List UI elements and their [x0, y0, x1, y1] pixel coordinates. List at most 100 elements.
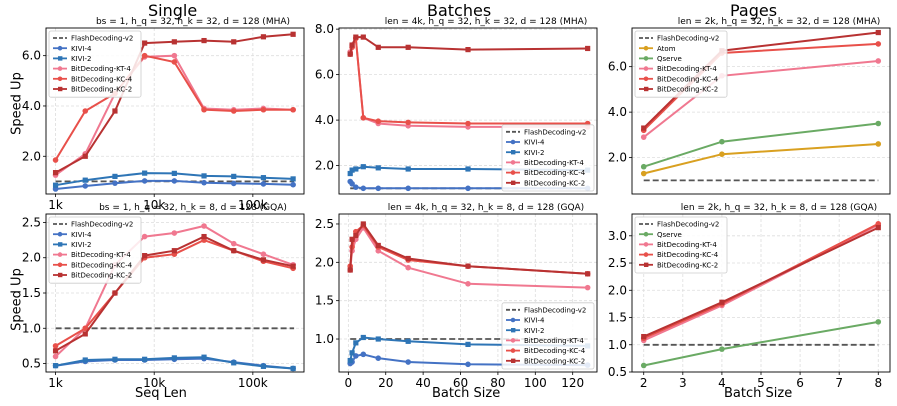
y-tick-label: 1.5: [22, 286, 41, 300]
legend-label: BitDecoding-KT-4: [657, 241, 717, 249]
data-point: [585, 45, 591, 52]
plot-frame: [45, 27, 305, 195]
data-point: [260, 181, 267, 187]
data-point: [347, 267, 353, 273]
legend-label: BitDecoding-KC-2: [71, 272, 132, 280]
plot-frame: [631, 27, 891, 195]
data-point: [231, 39, 237, 45]
legend-box: [634, 30, 728, 98]
xlabel-seq-len: Seq Len: [135, 386, 187, 401]
legend-label: FlashDecoding-v2: [71, 35, 133, 43]
data-point: [353, 340, 359, 346]
x-tick-label: 8: [874, 376, 882, 390]
data-point: [360, 164, 366, 170]
data-point: [875, 319, 882, 325]
data-point: [349, 350, 355, 356]
data-point: [375, 185, 382, 192]
legend-marker: [58, 242, 63, 247]
y-tick-label: 1.5: [608, 311, 627, 325]
data-point: [52, 343, 59, 349]
subplot-title: bs = 1, h_q = 32, h_k = 8, d = 128 (GQA): [99, 203, 287, 213]
data-point: [640, 362, 647, 369]
data-point: [465, 185, 471, 192]
x-tick-label: 20: [378, 376, 393, 390]
legend-marker: [510, 338, 516, 343]
legend-label: KIVI-2: [71, 55, 92, 63]
legend: FlashDecoding-v2 Qserve BitDecoding-KT-4 Bi…: [634, 216, 728, 274]
legend-marker: [57, 76, 63, 82]
data-point: [875, 141, 882, 147]
legend-label: Qserve: [657, 231, 682, 239]
subplot-title: len = 2k, h_q = 32, h_k = 8, d = 128 (GQ…: [681, 203, 877, 213]
data-point: [142, 170, 148, 176]
data-point: [405, 264, 411, 271]
data-point: [230, 180, 237, 187]
data-point: [231, 360, 237, 366]
x-tick-label: 100: [524, 376, 547, 390]
data-point: [875, 120, 882, 127]
data-point: [375, 44, 381, 50]
plot-frame: [338, 213, 598, 373]
x-tick-label: 6: [796, 376, 804, 390]
data-point: [112, 290, 118, 296]
legend-label: BitDecoding-KC-4: [524, 347, 586, 355]
legend-marker: [57, 252, 63, 257]
legend-label: BitDecoding-KC-2: [71, 86, 132, 94]
legend-marker: [510, 139, 516, 145]
data-point: [52, 157, 59, 163]
data-point: [375, 242, 381, 249]
legend-box: [634, 216, 728, 274]
data-point: [142, 40, 148, 46]
x-tick-label: 40: [415, 376, 430, 390]
data-point: [875, 225, 881, 231]
data-point: [290, 176, 296, 182]
legend-marker: [643, 242, 649, 247]
data-point: [465, 166, 471, 172]
data-point: [353, 34, 359, 40]
legend-marker: [58, 86, 63, 92]
legend-label: BitDecoding-KC-2: [657, 261, 718, 269]
data-point: [82, 331, 88, 337]
y-tick-label: 3.0: [608, 229, 627, 243]
data-point: [82, 183, 89, 189]
legend-marker: [643, 231, 649, 237]
subplot-title: len = 4k, h_q = 32, h_k = 32, d = 128 (M…: [385, 17, 588, 27]
data-point: [875, 41, 882, 47]
data-point: [260, 106, 267, 113]
data-point: [349, 236, 355, 242]
data-point: [171, 178, 178, 184]
data-point: [347, 51, 353, 57]
legend-label: BitDecoding-KT-4: [657, 65, 717, 73]
data-point: [112, 356, 118, 362]
x-tick-label: 7: [835, 376, 843, 390]
data-point: [82, 153, 88, 159]
y-tick-label: 2.0: [608, 151, 627, 165]
data-point: [260, 34, 267, 40]
data-point: [360, 221, 366, 227]
data-point: [585, 271, 591, 277]
legend-label: BitDecoding-KT-4: [524, 337, 584, 345]
legend-label: BitDecoding-KC-2: [657, 86, 718, 94]
legend-marker: [510, 160, 516, 165]
legend-box: [501, 124, 595, 192]
data-point: [405, 255, 411, 262]
y-tick-label: 2.5: [608, 256, 627, 270]
data-point: [290, 181, 296, 188]
data-point: [231, 248, 237, 254]
subplot-4: 0.5 1.0 1.5 2.0 2.5 1k 10k 100k bs = 1, h_q = 32…: [22, 203, 305, 390]
legend-marker: [643, 76, 649, 82]
data-point: [290, 263, 296, 269]
data-point: [875, 58, 882, 64]
data-point: [405, 359, 411, 365]
data-point: [719, 346, 725, 352]
data-point: [141, 52, 148, 59]
legend-label: BitDecoding-KC-4: [71, 75, 133, 83]
data-point: [171, 355, 177, 361]
y-tick-label: 2.0: [315, 159, 334, 173]
x-tick-label: 5: [757, 376, 765, 390]
data-point: [465, 341, 471, 347]
legend-label: BitDecoding-KT-4: [524, 159, 584, 167]
y-tick-label: 6.0: [315, 68, 334, 82]
data-point: [349, 180, 355, 187]
x-tick-label: 100k: [238, 198, 268, 212]
